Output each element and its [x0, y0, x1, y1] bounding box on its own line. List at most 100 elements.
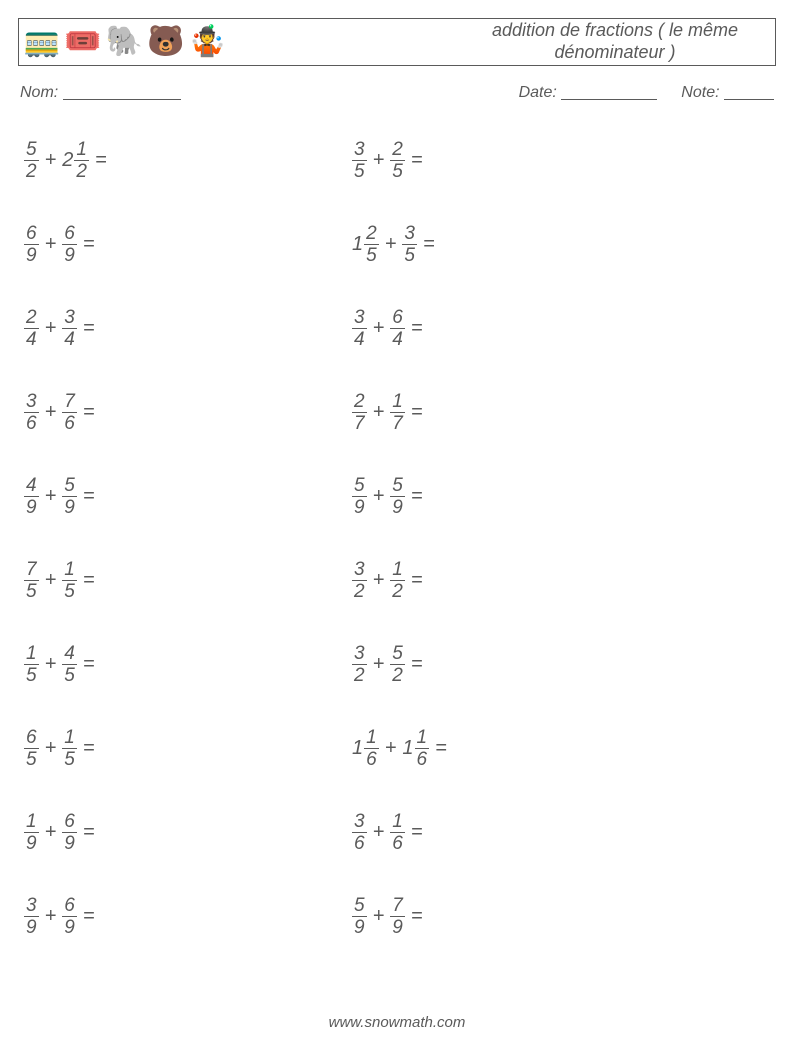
numerator: 6: [62, 224, 77, 245]
plus-sign: +: [45, 905, 57, 928]
numerator: 5: [390, 476, 405, 497]
fraction: 16: [364, 728, 379, 769]
fraction: 15: [62, 560, 77, 601]
fraction: 16: [390, 812, 405, 853]
plus-sign: +: [45, 317, 57, 340]
denominator: 4: [352, 329, 367, 349]
fraction: 39: [24, 896, 39, 937]
fraction: 34: [352, 308, 367, 349]
numerator: 7: [62, 392, 77, 413]
fraction: 32: [352, 560, 367, 601]
denominator: 4: [62, 329, 77, 349]
fraction: 12: [74, 140, 89, 181]
numerator: 3: [402, 224, 417, 245]
problem: 35+25=: [352, 138, 712, 182]
numerator: 6: [62, 896, 77, 917]
fraction: 17: [390, 392, 405, 433]
numerator: 1: [415, 728, 430, 749]
equals-sign: =: [411, 317, 423, 340]
denominator: 6: [352, 833, 367, 853]
plus-sign: +: [45, 233, 57, 256]
whole-number: 1: [352, 233, 363, 256]
date-blank[interactable]: [561, 85, 657, 100]
numerator: 3: [352, 812, 367, 833]
denominator: 9: [24, 917, 39, 937]
denominator: 9: [62, 917, 77, 937]
denominator: 4: [24, 329, 39, 349]
denominator: 5: [364, 245, 379, 265]
fraction: 65: [24, 728, 39, 769]
numerator: 7: [390, 896, 405, 917]
denominator: 5: [24, 665, 39, 685]
problem: 24+34=: [24, 306, 352, 350]
problem: 59+79=: [352, 894, 712, 938]
fraction: 76: [62, 392, 77, 433]
denominator: 7: [352, 413, 367, 433]
problem: 116+116=: [352, 726, 712, 770]
denominator: 9: [24, 497, 39, 517]
denominator: 7: [390, 413, 405, 433]
plus-sign: +: [373, 821, 385, 844]
denominator: 2: [390, 665, 405, 685]
plus-sign: +: [385, 233, 397, 256]
fraction: 15: [62, 728, 77, 769]
fraction: 27: [352, 392, 367, 433]
problem: 34+64=: [352, 306, 712, 350]
equals-sign: =: [423, 233, 435, 256]
plus-sign: +: [385, 737, 397, 760]
numerator: 1: [364, 728, 379, 749]
fraction: 59: [352, 476, 367, 517]
numerator: 3: [352, 140, 367, 161]
elephant-icon: 🐘: [106, 27, 143, 57]
denominator: 2: [352, 665, 367, 685]
plus-sign: +: [45, 401, 57, 424]
fraction: 59: [62, 476, 77, 517]
problem: 75+15=: [24, 558, 352, 602]
problem: 15+45=: [24, 642, 352, 686]
fraction: 24: [24, 308, 39, 349]
plus-sign: +: [373, 653, 385, 676]
fraction: 45: [62, 644, 77, 685]
name-field: Nom:: [20, 82, 181, 102]
numerator: 2: [352, 392, 367, 413]
mark-blank[interactable]: [724, 85, 774, 100]
plus-sign: +: [373, 569, 385, 592]
denominator: 6: [62, 413, 77, 433]
meta-row: Nom: Date: Note:: [18, 82, 776, 102]
problem: 39+69=: [24, 894, 352, 938]
denominator: 9: [62, 245, 77, 265]
denominator: 2: [24, 161, 39, 181]
denominator: 6: [415, 749, 430, 769]
plus-sign: +: [373, 485, 385, 508]
equals-sign: =: [411, 149, 423, 172]
numerator: 7: [24, 560, 39, 581]
numerator: 5: [62, 476, 77, 497]
numerator: 3: [24, 392, 39, 413]
date-label: Date:: [519, 84, 557, 101]
equals-sign: =: [411, 905, 423, 928]
problem: 69+69=: [24, 222, 352, 266]
numerator: 3: [24, 896, 39, 917]
equals-sign: =: [83, 737, 95, 760]
fraction: 79: [390, 896, 405, 937]
equals-sign: =: [83, 821, 95, 844]
fraction: 35: [402, 224, 417, 265]
numerator: 6: [24, 224, 39, 245]
denominator: 9: [390, 497, 405, 517]
numerator: 1: [390, 812, 405, 833]
equals-sign: =: [411, 653, 423, 676]
fraction: 52: [24, 140, 39, 181]
numerator: 2: [24, 308, 39, 329]
numerator: 1: [24, 812, 39, 833]
name-blank[interactable]: [63, 85, 181, 100]
denominator: 5: [62, 581, 77, 601]
numerator: 6: [24, 728, 39, 749]
numerator: 3: [352, 560, 367, 581]
denominator: 5: [62, 749, 77, 769]
plus-sign: +: [45, 149, 57, 172]
numerator: 1: [390, 392, 405, 413]
numerator: 2: [364, 224, 379, 245]
denominator: 5: [390, 161, 405, 181]
denominator: 9: [62, 497, 77, 517]
fraction: 32: [352, 644, 367, 685]
